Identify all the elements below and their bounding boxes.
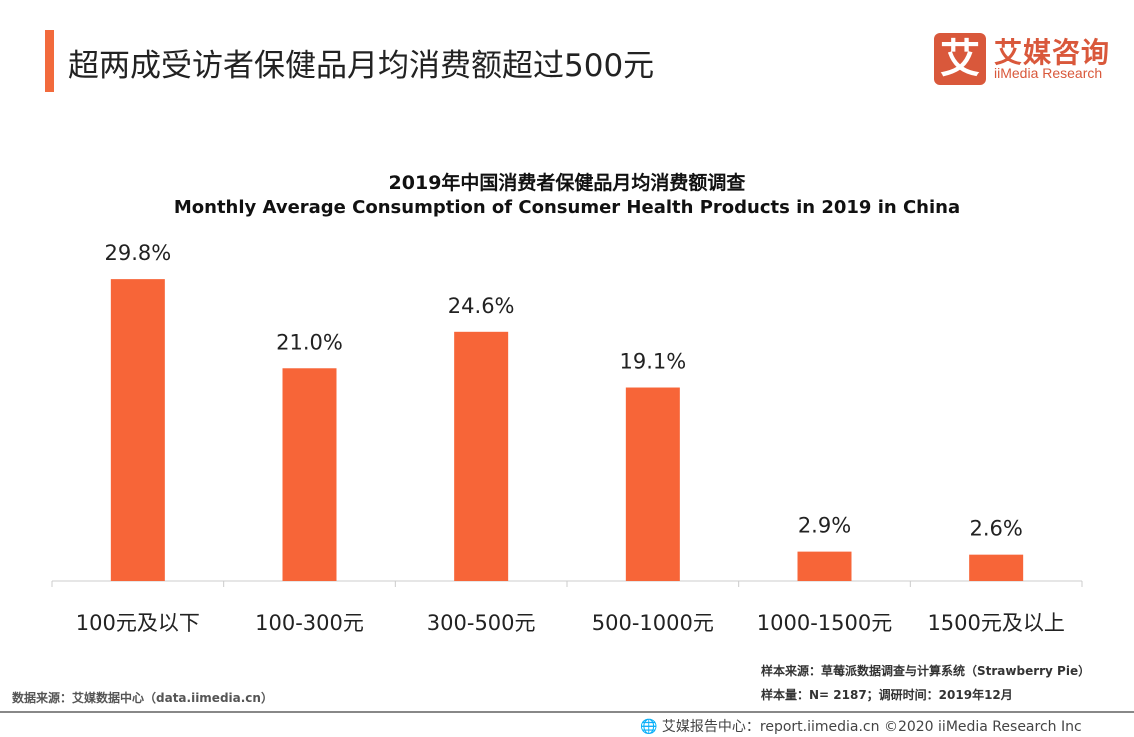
bar: [454, 331, 509, 581]
data-source: 数据来源：艾媒数据中心（data.iimedia.cn）: [12, 691, 273, 705]
chart-subtitle: Monthly Average Consumption of Consumer …: [173, 197, 961, 218]
footer: 🌐 艾媒报告中心：report.iimedia.cn ©2020 iiMedia…: [640, 716, 1082, 736]
data-label: 2.6%: [969, 517, 1022, 541]
category-label: 300-500元: [427, 611, 536, 635]
bar-chart: 29.8% 100元及以下 21.0% 100-300元 24.6% 300-500元 19…: [51, 241, 1083, 635]
logo-name-cn: 艾媒咨询: [994, 36, 1111, 69]
bar: [110, 279, 165, 581]
bar: [625, 387, 680, 581]
data-label: 29.8%: [104, 241, 171, 265]
globe-icon: 🌐: [640, 719, 658, 735]
data-label: 2.9%: [798, 514, 851, 538]
logo: 艾 艾媒咨询 iiMedia Research: [934, 33, 1114, 85]
data-label: 19.1%: [619, 350, 686, 374]
sample-size: 样本量：N= 2187；调研时间：2019年12月: [761, 688, 1013, 702]
category-label: 500-1000元: [592, 611, 714, 635]
logo-mark: 艾: [934, 33, 986, 85]
logo-name-en: iiMedia Research: [994, 65, 1103, 81]
footer-divider: [0, 711, 1134, 713]
title-accent-bar: [45, 30, 54, 92]
data-label: 21.0%: [276, 330, 343, 354]
page-title: 超两成受访者保健品月均消费额超过500元: [68, 48, 655, 84]
category-label: 100元及以下: [76, 611, 200, 635]
category-label: 100-300元: [255, 611, 364, 635]
bar: [797, 551, 852, 581]
category-label: 1000-1500元: [757, 611, 892, 635]
category-label: 1500元及以上: [927, 611, 1064, 635]
bar: [969, 554, 1024, 581]
chart-title: 2019年中国消费者保健品月均消费额调查: [388, 172, 746, 194]
bar: [282, 368, 337, 581]
data-label: 24.6%: [448, 294, 515, 318]
sample-source: 样本来源：草莓派数据调查与计算系统（Strawberry Pie）: [761, 664, 1091, 678]
footer-text: 艾媒报告中心：report.iimedia.cn ©2020 iiMedia R…: [661, 719, 1082, 735]
